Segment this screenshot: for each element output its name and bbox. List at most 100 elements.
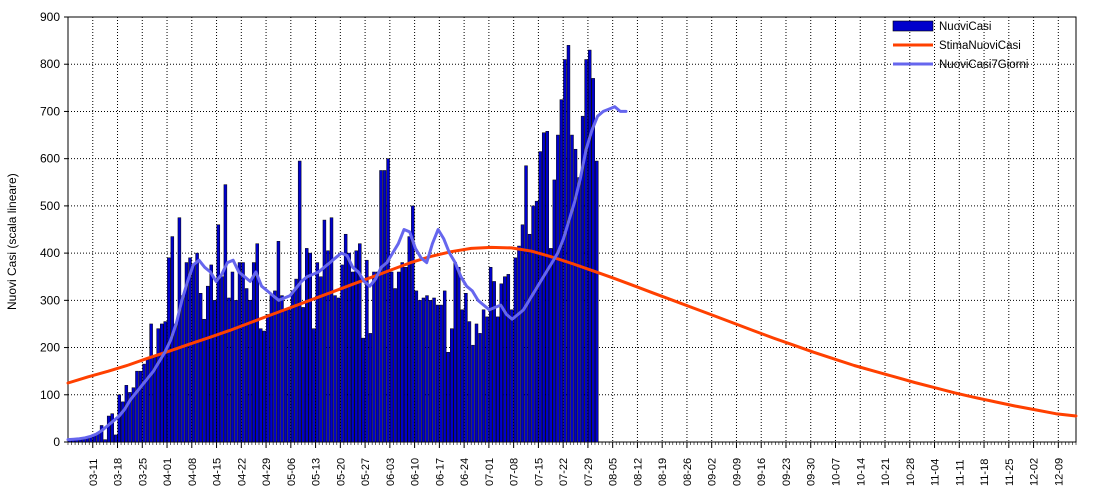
- x-tick-label: 11-04: [930, 459, 942, 486]
- bar: [513, 257, 518, 443]
- bar: [425, 295, 429, 443]
- bar: [294, 278, 298, 443]
- x-tick-label: 09-09: [731, 458, 743, 486]
- x-tick-label: 04-15: [212, 458, 224, 486]
- bar: [244, 288, 249, 443]
- bar: [262, 330, 267, 443]
- bar: [570, 134, 574, 443]
- x-tick-label: 04-22: [236, 458, 248, 486]
- y-tick-label: 900: [40, 10, 60, 24]
- bar: [280, 295, 284, 443]
- bar: [577, 177, 581, 443]
- bar: [492, 281, 496, 443]
- x-tick-label: 03-25: [137, 458, 149, 486]
- bar: [329, 217, 334, 443]
- y-tick-label: 100: [40, 388, 60, 402]
- bar: [198, 293, 203, 443]
- x-tick-label: 03-18: [113, 458, 125, 486]
- x-tick-label: 04-29: [261, 458, 273, 486]
- bar: [450, 328, 454, 443]
- bar: [128, 392, 132, 443]
- x-tick-label: 11-11: [954, 459, 966, 486]
- x-tick-label: 07-08: [509, 458, 521, 486]
- bar: [213, 300, 217, 443]
- bar: [124, 385, 129, 443]
- y-tick-label: 700: [40, 104, 60, 118]
- bar: [545, 131, 549, 443]
- bar: [496, 316, 500, 443]
- bar: [368, 333, 373, 443]
- y-tick-label: 0: [53, 435, 60, 449]
- bar: [573, 148, 578, 443]
- bar: [591, 78, 595, 443]
- bar: [276, 241, 281, 443]
- x-tick-label: 09-16: [756, 458, 768, 486]
- x-tick-label: 06-03: [385, 458, 397, 486]
- bar: [251, 262, 256, 443]
- y-tick-label: 300: [40, 293, 60, 307]
- bar: [184, 262, 189, 443]
- bar: [283, 309, 288, 443]
- bar: [312, 328, 316, 443]
- bar: [135, 370, 139, 443]
- bar: [114, 434, 118, 443]
- bar: [485, 316, 489, 443]
- bar: [474, 323, 479, 443]
- y-tick-label: 400: [40, 246, 60, 260]
- bar: [322, 219, 327, 443]
- bar: [354, 250, 358, 443]
- bars-nuovicasi: [68, 45, 599, 443]
- x-tick-label: 05-20: [335, 458, 347, 486]
- legend-label: NuoviCasi: [939, 21, 991, 33]
- bar: [220, 276, 224, 443]
- x-tick-label: 03-11: [88, 459, 100, 486]
- y-tick-label: 800: [40, 57, 60, 71]
- bar: [393, 288, 397, 443]
- bar: [358, 243, 362, 443]
- bar: [446, 352, 450, 443]
- y-tick-label: 500: [40, 199, 60, 213]
- bar: [506, 274, 511, 443]
- bar: [375, 271, 380, 443]
- bar: [386, 158, 390, 443]
- bar: [195, 252, 199, 443]
- bar: [191, 264, 196, 443]
- bar: [319, 276, 323, 443]
- bar: [248, 300, 252, 443]
- bar: [156, 328, 160, 443]
- bar: [308, 252, 312, 443]
- bar: [174, 323, 178, 443]
- x-tick-label: 12-09: [1053, 458, 1065, 486]
- bar: [404, 267, 408, 443]
- bar: [315, 262, 320, 443]
- bar: [223, 184, 228, 443]
- bar: [234, 300, 238, 443]
- bar: [138, 370, 143, 443]
- x-tick-label: 06-10: [410, 458, 422, 486]
- bar: [478, 333, 482, 443]
- bar: [209, 264, 213, 443]
- x-tick-label: 12-02: [1029, 458, 1041, 486]
- bar: [177, 217, 182, 443]
- x-tick-label: 04-01: [162, 458, 174, 486]
- bar: [460, 309, 465, 443]
- bar: [149, 323, 153, 443]
- bar: [301, 307, 305, 443]
- legend-swatch: [892, 20, 934, 32]
- bar: [361, 337, 366, 443]
- x-tick-label: 10-07: [830, 458, 842, 486]
- bar: [230, 271, 235, 443]
- bar: [587, 49, 592, 443]
- y-tick-label: 200: [40, 341, 60, 355]
- bar: [389, 271, 394, 443]
- bar: [481, 309, 486, 443]
- bar: [499, 283, 503, 443]
- bar: [517, 245, 521, 443]
- bar: [287, 309, 291, 443]
- y-axis-label: Nuovi Casi (scala lineare): [5, 173, 19, 310]
- bar: [365, 259, 369, 443]
- bar: [110, 413, 114, 443]
- bar: [237, 262, 242, 443]
- bar: [432, 297, 436, 443]
